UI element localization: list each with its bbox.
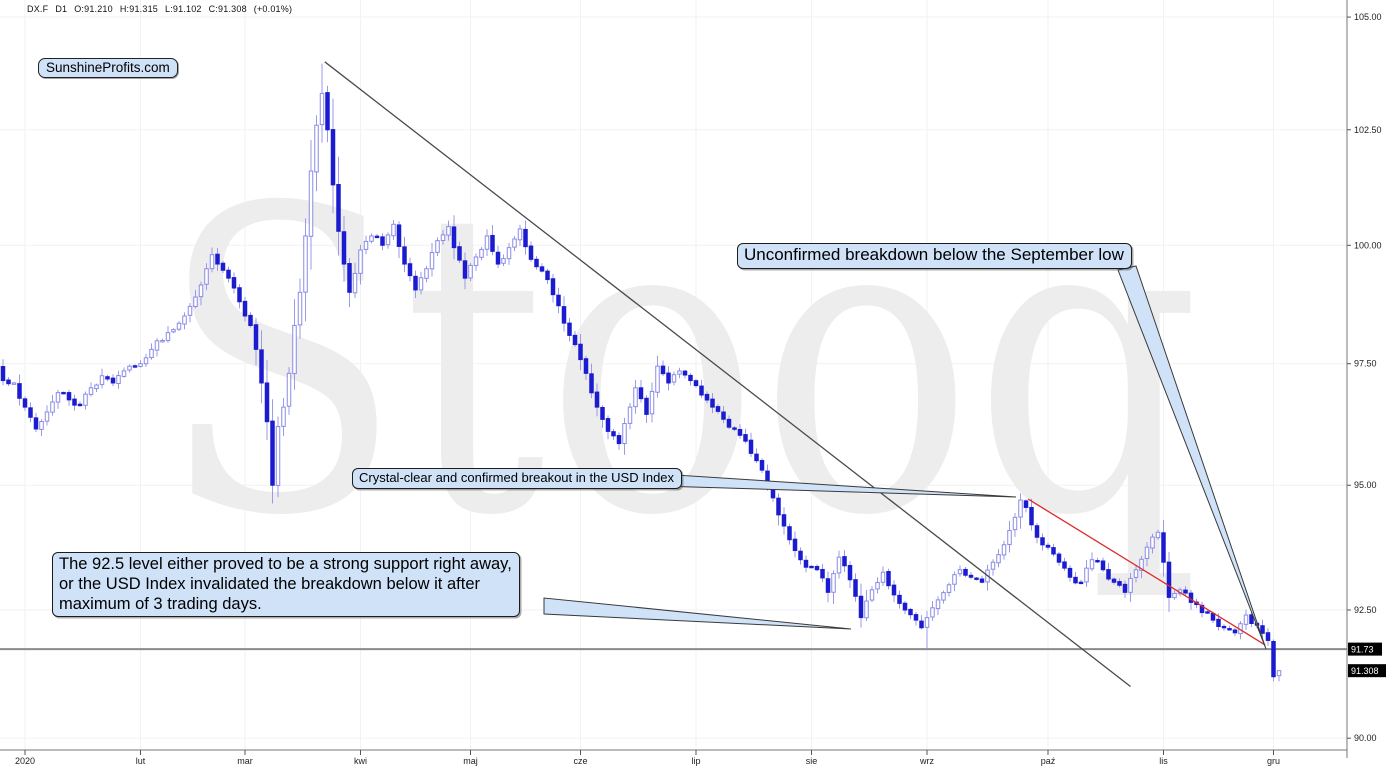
x-tick-label: paź	[1041, 756, 1056, 766]
y-tick-label: 90.00	[1354, 733, 1377, 743]
x-tick-label: lip	[691, 756, 700, 766]
open-value: O:91.210	[74, 4, 113, 14]
y-tick-label: 102.50	[1354, 125, 1382, 135]
stooq-watermark: Stooq	[159, 121, 1200, 607]
x-tick-label: cze	[573, 756, 587, 766]
x-tick-label: sie	[806, 756, 818, 766]
price-tag-label: 91.308	[1351, 666, 1379, 676]
symbol-label: DX.F	[27, 4, 49, 14]
x-tick-label: 2020	[15, 756, 35, 766]
close-value: C:91.308	[208, 4, 247, 14]
quote-header: DX.F D1 O:91.210 H:91.315 L:91.102 C:91.…	[27, 4, 292, 14]
y-tick-label: 105.00	[1354, 12, 1382, 22]
callout-unconfirmed-breakdown: Unconfirmed breakdown below the Septembe…	[737, 243, 1132, 269]
change-value: (+0.01%)	[253, 4, 293, 14]
sunshineprofits-badge: SunshineProfits.com	[38, 58, 178, 78]
y-tick-label: 95.00	[1354, 480, 1377, 490]
price-tag-91.308	[1348, 664, 1386, 678]
interval-label: D1	[55, 4, 68, 14]
x-tick-label: gru	[1267, 756, 1280, 766]
y-tick-label: 100.00	[1354, 240, 1382, 250]
candlestick-layer	[0, 63, 1282, 682]
price-tag-label: 91.73	[1351, 645, 1374, 655]
callout-92-5-support: The 92.5 level either proved to be a str…	[52, 552, 520, 618]
red-resistance-line	[1027, 498, 1266, 646]
x-tick-label: kwi	[354, 756, 367, 766]
low-value: L:91.102	[165, 4, 202, 14]
x-tick-label: lut	[136, 756, 146, 766]
x-tick-label: mar	[237, 756, 253, 766]
x-tick-label: maj	[463, 756, 478, 766]
high-value: H:91.315	[119, 4, 158, 14]
callout-tail-support-92-5	[543, 597, 852, 630]
y-tick-label: 92.50	[1354, 605, 1377, 615]
y-tick-label: 97.50	[1354, 359, 1377, 369]
x-tick-label: lis	[1159, 756, 1168, 766]
price-tag-91.73	[1348, 642, 1382, 656]
x-tick-label: wrz	[919, 756, 934, 766]
callout-confirmed-breakout: Crystal-clear and confirmed breakout in …	[352, 468, 683, 489]
falling-trendline	[324, 61, 1131, 687]
